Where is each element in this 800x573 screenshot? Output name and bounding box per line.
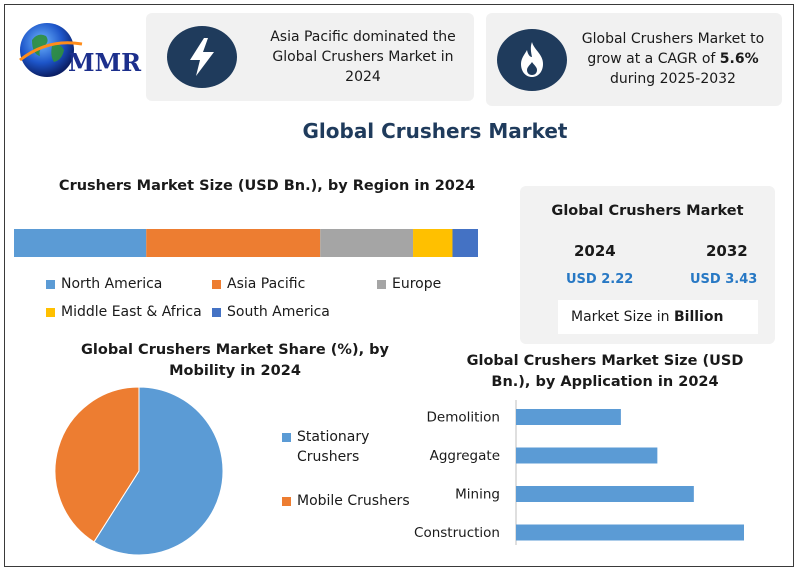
legend-label-mobile: Mobile Crushers xyxy=(297,493,410,509)
legend-swatch-europe xyxy=(377,279,386,289)
summary-value-2024: USD 2.22 xyxy=(566,272,634,287)
main-title: Global Crushers Market xyxy=(302,119,568,143)
legend-asia-pacific: Asia Pacific xyxy=(212,276,305,292)
application-label-demolition: Demolition xyxy=(427,410,500,426)
legend-label-europe: Europe xyxy=(392,276,442,292)
mobility-pie-chart xyxy=(54,386,224,556)
legend-mea: Middle East & Africa xyxy=(46,304,202,320)
highlight-text-cagr: Global Crushers Market to grow at a CAGR… xyxy=(581,31,765,87)
legend-swatch-south-america xyxy=(212,307,221,317)
legend-swatch-mobile xyxy=(282,496,291,506)
application-bar-mining xyxy=(516,486,694,502)
application-label-aggregate: Aggregate xyxy=(430,448,500,464)
legend-label-asia-pacific: Asia Pacific xyxy=(227,276,306,292)
summary-year-2024: 2024 xyxy=(574,242,616,260)
region-stacked-bar xyxy=(14,229,478,257)
flame-icon xyxy=(521,42,543,77)
highlight-text-region: Asia Pacific dominated the Global Crushe… xyxy=(270,29,456,85)
legend-label-mea: Middle East & Africa xyxy=(61,304,202,320)
application-bar-chart: Demolition Aggregate Mining Construction xyxy=(414,400,744,545)
region-segment-asia-pacific xyxy=(146,229,321,257)
mobility-chart-title: Global Crushers Market Share (%), by Mob… xyxy=(81,342,389,379)
summary-year-2032: 2032 xyxy=(706,242,748,260)
summary-value-2032: USD 3.43 xyxy=(690,272,758,287)
summary-card: Global Crushers Market 2024 2032 USD 2.2… xyxy=(520,186,775,344)
legend-swatch-north-america xyxy=(46,279,55,289)
region-segment-europe xyxy=(320,229,414,257)
legend-south-america: South America xyxy=(212,304,330,320)
legend-label-north-america: North America xyxy=(61,276,163,292)
lightning-icon-badge xyxy=(167,26,237,88)
flame-icon-badge xyxy=(497,29,567,91)
mmr-logo: MMR xyxy=(14,16,144,86)
legend-europe: Europe xyxy=(377,276,441,292)
application-bar-demolition xyxy=(516,409,621,425)
region-segment-north-america xyxy=(14,229,147,257)
globe-icon xyxy=(19,23,83,77)
summary-card-title: Global Crushers Market xyxy=(551,203,744,219)
region-segment-middle-east-africa xyxy=(413,229,453,257)
application-bar-aggregate xyxy=(516,447,658,464)
region-segment-south-america xyxy=(452,229,478,257)
application-bar-construction xyxy=(516,524,744,541)
highlight-card-cagr: Global Crushers Market to grow at a CAGR… xyxy=(486,13,782,106)
highlight-card-region: Asia Pacific dominated the Global Crushe… xyxy=(146,13,474,101)
legend-mobile: Mobile Crushers xyxy=(282,493,410,509)
application-chart-title: Global Crushers Market Size (USD Bn.), b… xyxy=(466,353,744,390)
logo-text: MMR xyxy=(68,48,142,77)
region-chart-title: Crushers Market Size (USD Bn.), by Regio… xyxy=(58,178,476,194)
lightning-icon xyxy=(190,38,214,76)
summary-footer: Market Size in Billion xyxy=(558,300,758,334)
legend-swatch-asia-pacific xyxy=(212,279,221,289)
infographic-frame xyxy=(4,4,794,567)
legend-swatch-stationary xyxy=(282,433,291,442)
legend-north-america: North America xyxy=(46,276,162,292)
legend-label-stationary: Stationary Crushers xyxy=(297,429,370,465)
legend-swatch-mea xyxy=(46,307,55,317)
legend-label-south-america: South America xyxy=(227,304,330,320)
pie-slice-stationary-crushers xyxy=(93,386,224,556)
application-label-mining: Mining xyxy=(455,487,500,503)
application-label-construction: Construction xyxy=(414,525,500,541)
legend-stationary: Stationary Crushers xyxy=(282,427,392,467)
pie-slice-mobile-crushers xyxy=(54,386,140,543)
